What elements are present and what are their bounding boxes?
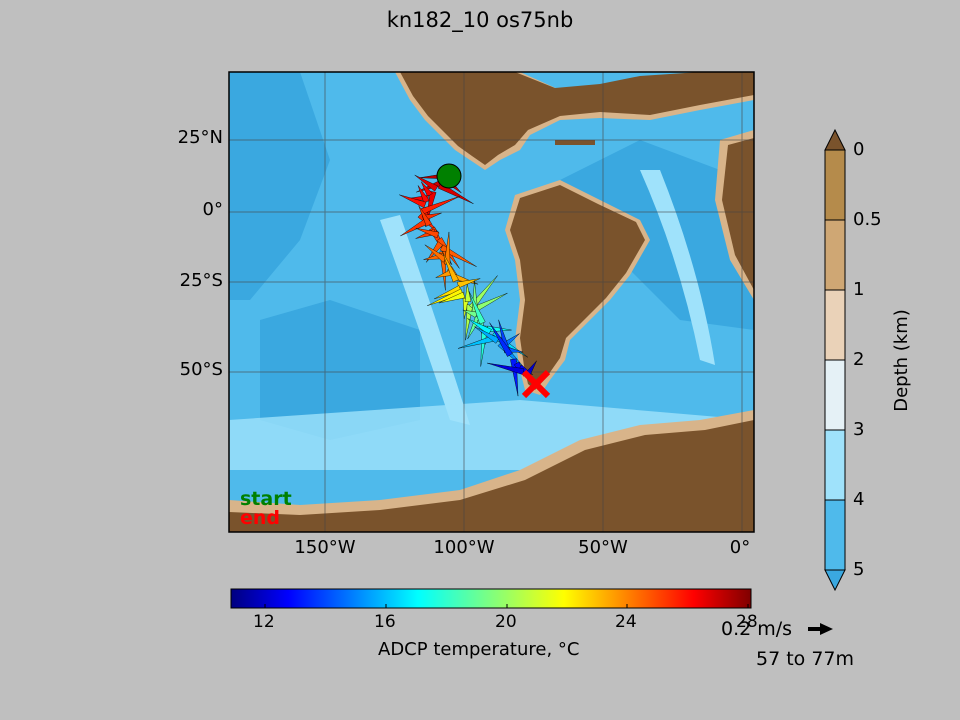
current-vector <box>442 251 459 283</box>
temperature-tick: 20 <box>495 612 517 632</box>
lat-label: 25°N <box>177 127 223 148</box>
temperature-tick: 28 <box>736 612 758 632</box>
caribbean-islands <box>555 140 595 145</box>
depth-tick: 4 <box>853 489 865 510</box>
depth-tick: 2 <box>853 349 865 370</box>
africa <box>722 138 754 290</box>
temperature-tick: 24 <box>615 612 637 632</box>
current-vector <box>418 205 432 227</box>
map-frame <box>228 71 755 533</box>
south-america <box>510 185 645 390</box>
south-pacific-deep <box>260 300 420 440</box>
temperature-tick: 16 <box>374 612 396 632</box>
lon-label: 150°W <box>294 537 356 558</box>
current-vector <box>434 285 462 300</box>
depth-tick: 3 <box>853 419 865 440</box>
current-vector <box>487 362 525 375</box>
temperature-tick: 12 <box>253 612 275 632</box>
temperature-colorbar-ticks <box>264 604 749 608</box>
current-vector <box>415 228 440 239</box>
current-vector <box>464 283 472 303</box>
current-vector <box>417 185 430 204</box>
depth-tick: 1 <box>853 279 865 300</box>
end-legend: end <box>240 507 281 529</box>
figure-title: kn182_10 os75nb <box>386 8 574 32</box>
current-vector <box>468 291 486 325</box>
current-vector <box>414 174 439 192</box>
lat-label: 50°S <box>179 359 223 380</box>
end-marker <box>521 369 551 399</box>
mid-atlantic-ridge <box>640 170 715 365</box>
lon-label: 100°W <box>433 537 495 558</box>
map-panel <box>229 72 754 532</box>
temperature-colorbar-label: ADCP temperature, °C <box>378 639 580 660</box>
graticule <box>229 72 754 532</box>
current-vector <box>489 322 513 357</box>
current-vector <box>467 318 492 335</box>
temperature-colorbar <box>230 588 752 609</box>
current-vector <box>420 181 433 197</box>
arrow-key-speed: 0.2 m/s <box>721 618 793 640</box>
current-vector <box>399 194 427 209</box>
depth-tick: 0 <box>853 139 865 160</box>
current-vectors <box>399 172 537 397</box>
lon-label: 50°W <box>578 537 628 558</box>
depth-colorbar <box>824 128 846 592</box>
current-vector <box>438 291 466 304</box>
north-america <box>400 72 754 165</box>
lat-label: 25°S <box>179 270 223 291</box>
depth-colorbar-label: Depth (km) <box>890 309 912 412</box>
depth-tick: 5 <box>853 559 865 580</box>
pacific-deep <box>229 72 330 300</box>
depth-tick: 0.5 <box>853 209 882 230</box>
lon-label: 0° <box>729 537 751 558</box>
start-marker <box>436 163 462 189</box>
antarctica <box>229 420 754 532</box>
arrow-key-depth-range: 57 to 77m <box>756 648 855 670</box>
current-vector <box>474 326 500 344</box>
lat-label: 0° <box>202 199 223 220</box>
start-legend: start <box>240 488 292 510</box>
arrow-key-icon <box>808 623 833 635</box>
